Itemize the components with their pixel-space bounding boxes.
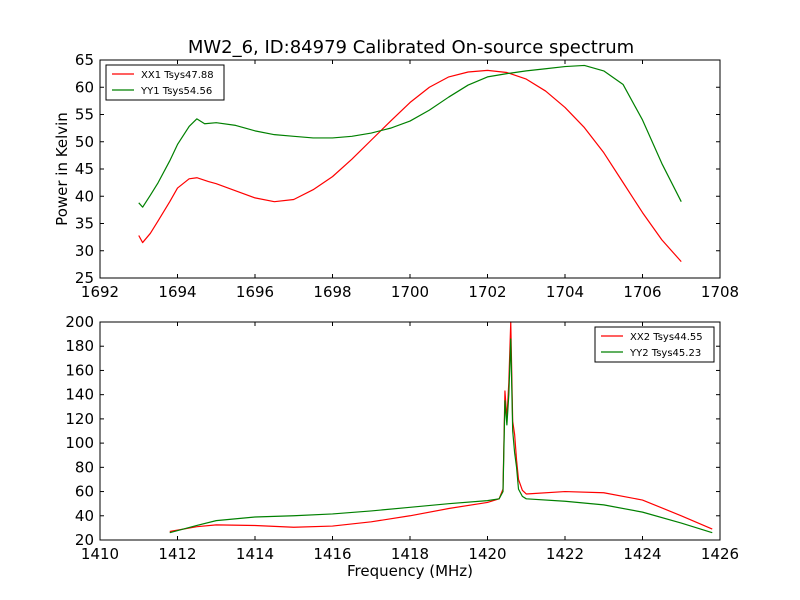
axis-ticks: 1410 1412 1414 1416 1418 1420 1422 1424 1426 20 40…: [65, 313, 739, 563]
y-tick-label: 180: [65, 337, 94, 355]
x-tick-label: 1416: [313, 545, 351, 563]
x-tick-label: 1702: [468, 283, 506, 301]
x-tick-label: 1704: [546, 283, 584, 301]
y-axis-label: Power in Kelvin: [53, 112, 71, 226]
x-tick-label: 1694: [158, 283, 196, 301]
y-tick-label: 120: [65, 410, 94, 428]
x-tick-label: 1412: [158, 545, 196, 563]
y-tick-label: 35: [75, 215, 94, 233]
bottom-spectrum-chart: Frequency (MHz) 1410 1412 1414 1416 1418 1420…: [65, 313, 739, 580]
legend-label-xx1: XX1 Tsys47.88: [141, 70, 214, 81]
y-tick-label: 140: [65, 386, 94, 404]
y-tick-label: 30: [75, 242, 94, 260]
y-tick-label: 55: [75, 106, 94, 124]
y-tick-label: 20: [75, 531, 94, 549]
x-tick-label: 1426: [701, 545, 739, 563]
x-tick-label: 1422: [546, 545, 584, 563]
x-tick-label: 1420: [468, 545, 506, 563]
y-tick-label: 25: [75, 269, 94, 287]
series-group: [138, 64, 682, 263]
y-tick-label: 80: [75, 458, 94, 476]
legend-label-yy1: YY1 Tsys54.56: [140, 86, 212, 97]
x-tick-label: 1700: [391, 283, 429, 301]
legend-box: [105, 64, 225, 101]
x-tick-label: 1706: [623, 283, 661, 301]
chart-title: MW2_6, ID:84979 Calibrated On-source spe…: [188, 37, 634, 58]
x-tick-label: 1698: [313, 283, 351, 301]
legend-label-xx2: XX2 Tsys44.55: [630, 332, 703, 343]
x-tick-label: 1424: [623, 545, 661, 563]
x-tick-label: 1692: [81, 283, 119, 301]
x-axis-label: Frequency (MHz): [347, 562, 473, 580]
x-tick-label: 1414: [236, 545, 274, 563]
legend: XX2 Tsys44.55 YY2 Tsys45.23: [594, 326, 715, 363]
y-tick-label: 60: [75, 78, 94, 96]
top-spectrum-chart: MW2_6, ID:84979 Calibrated On-source spe…: [53, 37, 739, 301]
y-tick-label: 45: [75, 160, 94, 178]
legend: XX1 Tsys47.88 YY1 Tsys54.56: [105, 64, 225, 101]
x-tick-label: 1708: [701, 283, 739, 301]
series-line-2: [169, 338, 713, 534]
legend-label-yy2: YY2 Tsys45.23: [629, 348, 701, 359]
y-tick-label: 160: [65, 361, 94, 379]
y-tick-label: 40: [75, 187, 94, 205]
y-tick-label: 65: [75, 51, 94, 69]
series-line-1: [138, 69, 682, 263]
y-tick-label: 100: [65, 434, 94, 452]
y-tick-label: 60: [75, 483, 94, 501]
x-tick-label: 1696: [236, 283, 274, 301]
y-tick-label: 40: [75, 507, 94, 525]
series-group: [169, 321, 713, 534]
x-tick-label: 1410: [81, 545, 119, 563]
y-tick-label: 200: [65, 313, 94, 331]
series-line-2: [138, 64, 682, 208]
axis-ticks: 1692 1694 1696 1698 1700 1702 1704 1706 1708 25 30…: [75, 51, 739, 301]
x-tick-label: 1418: [391, 545, 429, 563]
legend-box: [594, 326, 715, 363]
y-tick-label: 50: [75, 133, 94, 151]
